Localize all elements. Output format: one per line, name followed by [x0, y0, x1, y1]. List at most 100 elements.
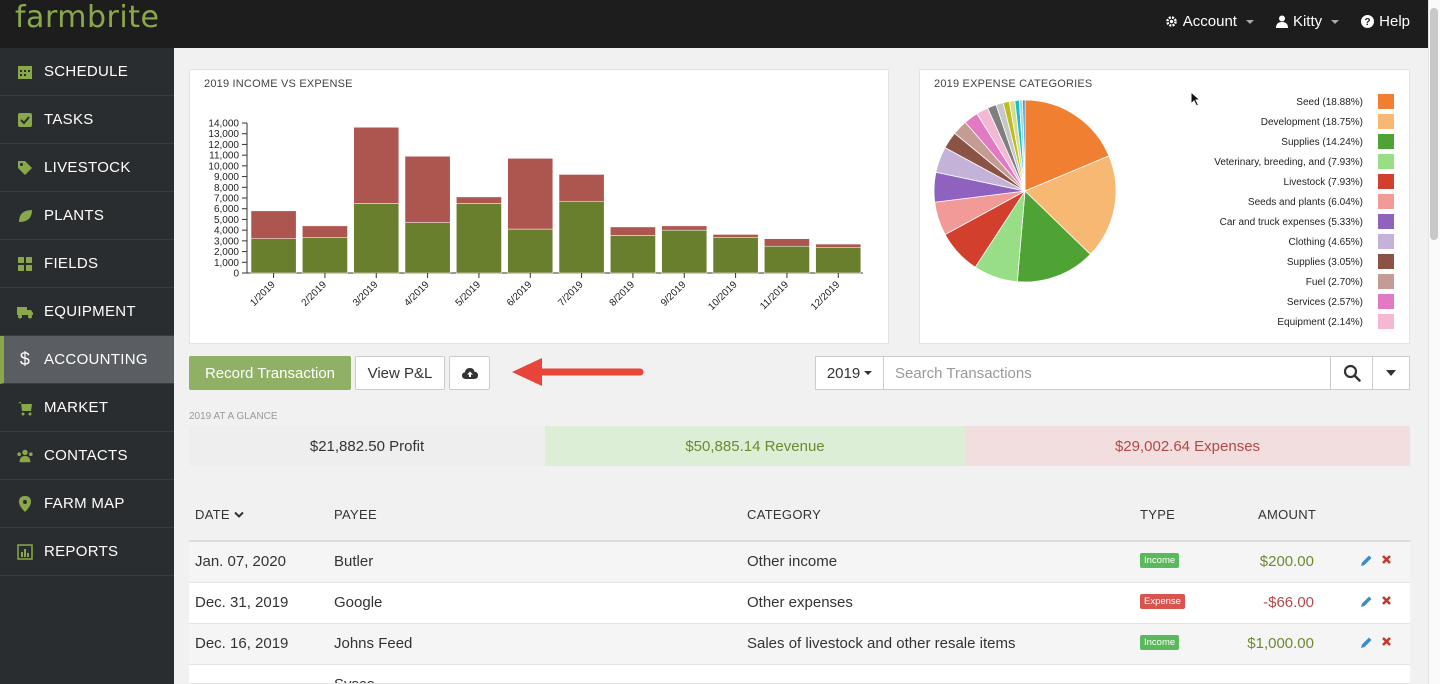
sidebar-item-label: SCHEDULE	[44, 63, 129, 80]
close-icon[interactable]	[1381, 595, 1392, 606]
table-row[interactable]: Dec. 16, 2019 Johns Feed Sales of livest…	[189, 624, 1410, 665]
expense-bar[interactable]	[404, 155, 451, 223]
x-tick-label: 4/2019	[402, 279, 432, 309]
chevron-down-icon	[864, 371, 873, 375]
expense-bar[interactable]	[661, 225, 708, 231]
row-payee: Johns Feed	[334, 635, 413, 652]
expense-bar[interactable]	[764, 238, 810, 247]
income-bar[interactable]	[250, 238, 297, 274]
account-menu[interactable]: Account	[1165, 13, 1254, 30]
year-select[interactable]: 2019	[815, 356, 884, 390]
table-row[interactable]: Sysco	[189, 665, 1410, 684]
expense-bar[interactable]	[610, 226, 656, 236]
expense-bar[interactable]	[302, 225, 348, 238]
sidebar-item-market[interactable]: MARKET	[0, 384, 174, 432]
sidebar-item-farm-map[interactable]: FARM MAP	[0, 480, 174, 528]
income-bar[interactable]	[610, 235, 656, 274]
income-bar[interactable]	[712, 237, 759, 274]
user-menu[interactable]: Kitty	[1275, 13, 1340, 30]
sidebar-item-label: REPORTS	[44, 543, 119, 560]
sidebar-item-livestock[interactable]: LIVESTOCK	[0, 144, 174, 192]
y-tick-label: 9,000	[214, 172, 239, 183]
sidebar-item-label: FIELDS	[44, 255, 99, 272]
legend-swatch	[1378, 174, 1394, 189]
type-column-header[interactable]: TYPE	[1140, 507, 1176, 522]
row-amount: $200.00	[1259, 553, 1314, 570]
x-tick-label: 3/2019	[351, 279, 381, 309]
x-tick-label: 1/2019	[248, 279, 278, 309]
expense-bar[interactable]	[558, 174, 605, 202]
page-scrollbar[interactable]	[1428, 0, 1440, 684]
table-row[interactable]: Jan. 07, 2020 Butler Other income Income…	[189, 542, 1410, 583]
expense-bar[interactable]	[250, 210, 297, 239]
income-bar[interactable]	[353, 203, 400, 274]
pencil-icon[interactable]	[1360, 554, 1373, 567]
expense-bar[interactable]	[353, 127, 400, 204]
expense-bar[interactable]	[456, 196, 502, 204]
y-tick-label: 12,000	[208, 140, 239, 151]
income-bar[interactable]	[815, 247, 862, 274]
sidebar-item-fields[interactable]: FIELDS	[0, 240, 174, 288]
income-bar[interactable]	[764, 245, 810, 274]
income-bar[interactable]	[404, 222, 451, 274]
income-bar[interactable]	[661, 229, 708, 274]
search-button[interactable]	[1330, 356, 1373, 390]
expense-bar[interactable]	[507, 158, 554, 230]
record-transaction-button[interactable]: Record Transaction	[189, 356, 351, 390]
x-tick-label: 11/2019	[758, 279, 791, 312]
sidebar-item-contacts[interactable]: CONTACTS	[0, 432, 174, 480]
sidebar-item-plants[interactable]: PLANTS	[0, 192, 174, 240]
sidebar-item-equipment[interactable]: EQUIPMENT	[0, 288, 174, 336]
revenue-summary: $50,885.14 Revenue	[545, 426, 965, 466]
sidebar-item-accounting[interactable]: $ ACCOUNTING	[0, 336, 174, 384]
legend-label: Fuel (2.70%)	[1306, 277, 1363, 288]
payee-column-header[interactable]: PAYEE	[334, 507, 377, 522]
user-label: Kitty	[1292, 13, 1323, 30]
close-icon[interactable]	[1381, 636, 1392, 647]
amount-column-header[interactable]: AMOUNT	[1258, 507, 1317, 522]
x-tick-label: 7/2019	[556, 279, 586, 309]
sidebar-item-tasks[interactable]: TASKS	[0, 96, 174, 144]
expense-categories-chart: Seed (18.88%) Development (18.75%) Supplie…	[933, 94, 1394, 329]
filter-dropdown-button[interactable]	[1372, 356, 1410, 390]
income-bar[interactable]	[558, 200, 605, 274]
search-input[interactable]	[883, 356, 1331, 390]
pie-slice[interactable]	[1024, 99, 1110, 192]
pencil-icon[interactable]	[1360, 595, 1373, 608]
pencil-icon[interactable]	[1360, 636, 1373, 649]
legend-swatch	[1378, 314, 1394, 329]
search-icon	[1343, 364, 1361, 382]
help-link[interactable]: ? Help	[1361, 13, 1410, 30]
close-icon[interactable]	[1381, 554, 1392, 565]
legend-swatch	[1378, 114, 1394, 129]
x-tick-label: 2/2019	[300, 279, 330, 309]
expense-bar[interactable]	[712, 234, 759, 238]
income-bar[interactable]	[456, 203, 502, 274]
sidebar-item-schedule[interactable]: SCHEDULE	[0, 48, 174, 96]
pie-slice[interactable]	[1024, 155, 1117, 255]
app-logo[interactable]: farmbrite	[15, 0, 160, 35]
upload-button[interactable]	[449, 356, 490, 390]
y-tick-label: 2,000	[214, 247, 239, 258]
expense-bar[interactable]	[815, 243, 862, 248]
sidebar-item-label: TASKS	[44, 111, 94, 128]
legend-label: Clothing (4.65%)	[1289, 237, 1363, 248]
date-header-label: DATE	[195, 507, 230, 522]
calendar-icon	[16, 63, 34, 81]
check-square-icon	[16, 111, 34, 129]
table-header: DATE PAYEE CATEGORY TYPE AMOUNT	[189, 498, 1410, 542]
sidebar-item-label: ACCOUNTING	[44, 351, 148, 368]
date-column-header[interactable]: DATE	[195, 507, 244, 522]
category-column-header[interactable]: CATEGORY	[747, 507, 822, 522]
pie-slice[interactable]	[1016, 190, 1091, 283]
table-row[interactable]: Dec. 31, 2019 Google Other expenses Expe…	[189, 583, 1410, 624]
pie-slice[interactable]	[1022, 99, 1026, 192]
leaf-icon	[16, 207, 34, 225]
income-bar[interactable]	[507, 228, 554, 274]
sidebar-item-reports[interactable]: REPORTS	[0, 528, 174, 576]
income-bar[interactable]	[302, 237, 348, 274]
y-tick-label: 11,000	[209, 151, 239, 162]
scrollbar-thumb[interactable]	[1430, 8, 1438, 240]
legend-label: Veterinary, breeding, and (7.93%)	[1214, 157, 1363, 168]
view-pl-button[interactable]: View P&L	[355, 356, 445, 390]
